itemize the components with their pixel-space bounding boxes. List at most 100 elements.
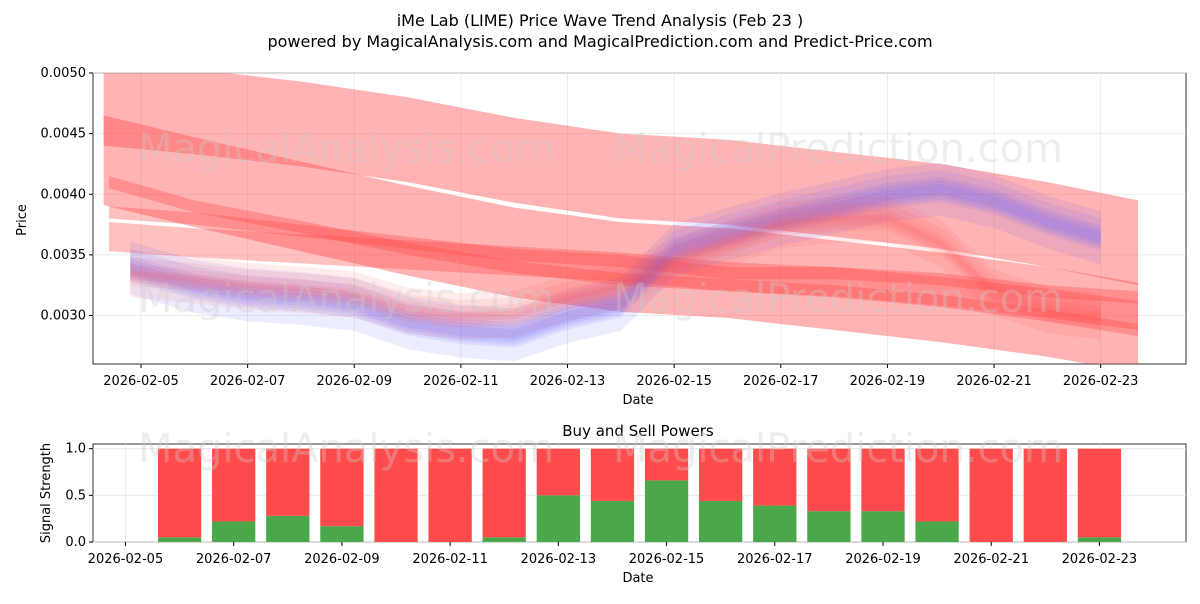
buy-power-bar: [861, 511, 905, 542]
buy-power-bar: [536, 495, 580, 542]
watermark-prediction-top: MagicalPrediction.com: [613, 126, 1063, 172]
power-x-tick-label: 2026-02-23: [1062, 552, 1138, 567]
sell-power-bar: [428, 448, 472, 542]
price-x-tick-label: 2026-02-09: [316, 374, 392, 389]
power-chart-title: Buy and Sell Powers: [562, 422, 714, 440]
buy-power-bar: [157, 537, 202, 542]
watermark-prediction-mid: MagicalPrediction.com: [613, 276, 1063, 322]
buy-power-bar: [590, 500, 635, 542]
power-x-tick-label: 2026-02-15: [629, 552, 705, 567]
price-y-tick-label: 0.0050: [41, 66, 87, 81]
power-y-tick-label: 1.0: [65, 442, 86, 457]
buy-power-bar: [807, 511, 851, 542]
power-y-tick-label: 0.0: [65, 535, 86, 550]
red-wave-band: [130, 196, 1101, 319]
watermark-analysis-mid: MagicalAnalysis.com: [138, 276, 554, 322]
price-watermarks: MagicalAnalysis.com MagicalPrediction.co…: [138, 126, 1063, 322]
price-x-tick-label: 2026-02-07: [210, 374, 286, 389]
watermark-prediction-bottom: MagicalPrediction.com: [613, 426, 1063, 472]
red-trend-band: [103, 115, 1139, 364]
price-x-ticks: 2026-02-05 2026-02-07 2026-02-09 2026-02-11…: [103, 364, 1138, 389]
buy-power-bar: [212, 521, 256, 542]
power-panel: Buy and Sell Powers MagicalAnalysis.com …: [39, 422, 1187, 586]
power-x-tick-label: 2026-02-07: [196, 552, 272, 567]
red-trend-band: [108, 206, 1139, 304]
price-y-tick-label: 0.0040: [41, 187, 87, 202]
price-bands: [103, 73, 1139, 364]
watermark-analysis-bottom: MagicalAnalysis.com: [138, 426, 554, 472]
sell-power-bar: [969, 448, 1013, 542]
power-x-tick-label: 2026-02-13: [521, 552, 597, 567]
chart-subtitle: powered by MagicalAnalysis.com and Magic…: [267, 32, 932, 51]
price-x-tick-label: 2026-02-15: [636, 374, 712, 389]
price-x-tick-label: 2026-02-23: [1063, 374, 1139, 389]
price-y-tick-label: 0.0045: [41, 127, 87, 142]
price-x-tick-label: 2026-02-13: [530, 374, 606, 389]
blue-wave-band: [130, 169, 1101, 343]
price-waves: [130, 162, 1101, 362]
sell-power-bar: [915, 448, 959, 522]
blue-wave-band: [130, 183, 1101, 348]
red-wave-band: [130, 216, 1101, 328]
power-x-tick-label: 2026-02-21: [953, 552, 1029, 567]
sell-power-bar: [320, 448, 364, 527]
sell-power-bar: [861, 448, 905, 512]
power-y-axis-label: Signal Strength: [39, 443, 54, 543]
power-y-ticks: 0.0 0.5 1.0: [65, 442, 93, 550]
sell-power-bar: [1023, 448, 1067, 542]
power-x-tick-label: 2026-02-05: [88, 552, 164, 567]
blue-wave-band: [130, 162, 1101, 340]
power-watermarks: MagicalAnalysis.com MagicalPrediction.co…: [138, 426, 1063, 472]
price-x-tick-label: 2026-02-19: [850, 374, 926, 389]
sell-power-bar: [1077, 448, 1122, 538]
buy-power-bar: [320, 526, 364, 542]
buy-power-bar: [753, 505, 797, 542]
sell-power-bar: [482, 448, 526, 538]
sell-power-bar: [212, 448, 256, 522]
power-x-ticks: 2026-02-05 2026-02-07 2026-02-09 2026-02-11…: [88, 542, 1138, 567]
price-x-axis-label: Date: [622, 393, 653, 408]
power-y-tick-label: 0.5: [65, 488, 86, 503]
price-grid: [93, 72, 1186, 364]
buy-power-bar: [482, 537, 526, 542]
power-bars: [157, 448, 1122, 542]
red-wave-band: [130, 209, 1101, 325]
sell-power-bar: [536, 448, 580, 496]
buy-power-bar: [1077, 537, 1122, 542]
red-trend-band: [108, 176, 1139, 337]
price-x-tick-label: 2026-02-17: [743, 374, 819, 389]
power-x-axis-label: Date: [622, 571, 653, 586]
power-x-tick-label: 2026-02-09: [304, 552, 380, 567]
sell-power-bar: [590, 448, 635, 501]
sell-power-bar: [699, 448, 743, 501]
red-wave-band: [130, 213, 1101, 340]
sell-power-bar: [266, 448, 310, 516]
buy-power-bar: [915, 521, 959, 542]
buy-power-bar: [699, 500, 743, 542]
price-x-tick-label: 2026-02-11: [423, 374, 499, 389]
price-panel: MagicalAnalysis.com MagicalPrediction.co…: [15, 66, 1187, 408]
sell-power-bar: [157, 448, 202, 538]
watermark-analysis-top: MagicalAnalysis.com: [138, 126, 554, 172]
power-x-tick-label: 2026-02-19: [845, 552, 921, 567]
price-y-tick-label: 0.0030: [41, 309, 87, 324]
chart-title: iMe Lab (LIME) Price Wave Trend Analysis…: [397, 11, 804, 30]
buy-power-bar: [266, 515, 310, 542]
sell-power-bar: [807, 448, 851, 512]
price-x-tick-label: 2026-02-21: [956, 374, 1032, 389]
price-x-tick-label: 2026-02-05: [103, 374, 179, 389]
sell-power-bar: [644, 448, 689, 481]
red-trend-band: [103, 73, 1139, 286]
sell-power-bar: [374, 448, 418, 542]
price-y-ticks: 0.0030 0.0035 0.0040 0.0045 0.0050: [41, 66, 93, 324]
sell-power-bar: [753, 448, 797, 506]
red-trend-band: [108, 222, 1139, 331]
buy-power-bar: [644, 480, 689, 542]
power-x-tick-label: 2026-02-17: [737, 552, 813, 567]
red-wave-band: [130, 202, 1101, 322]
price-y-axis-label: Price: [15, 204, 30, 236]
blue-wave-band: [130, 180, 1101, 362]
price-y-tick-label: 0.0035: [41, 248, 87, 263]
power-x-tick-label: 2026-02-11: [412, 552, 488, 567]
